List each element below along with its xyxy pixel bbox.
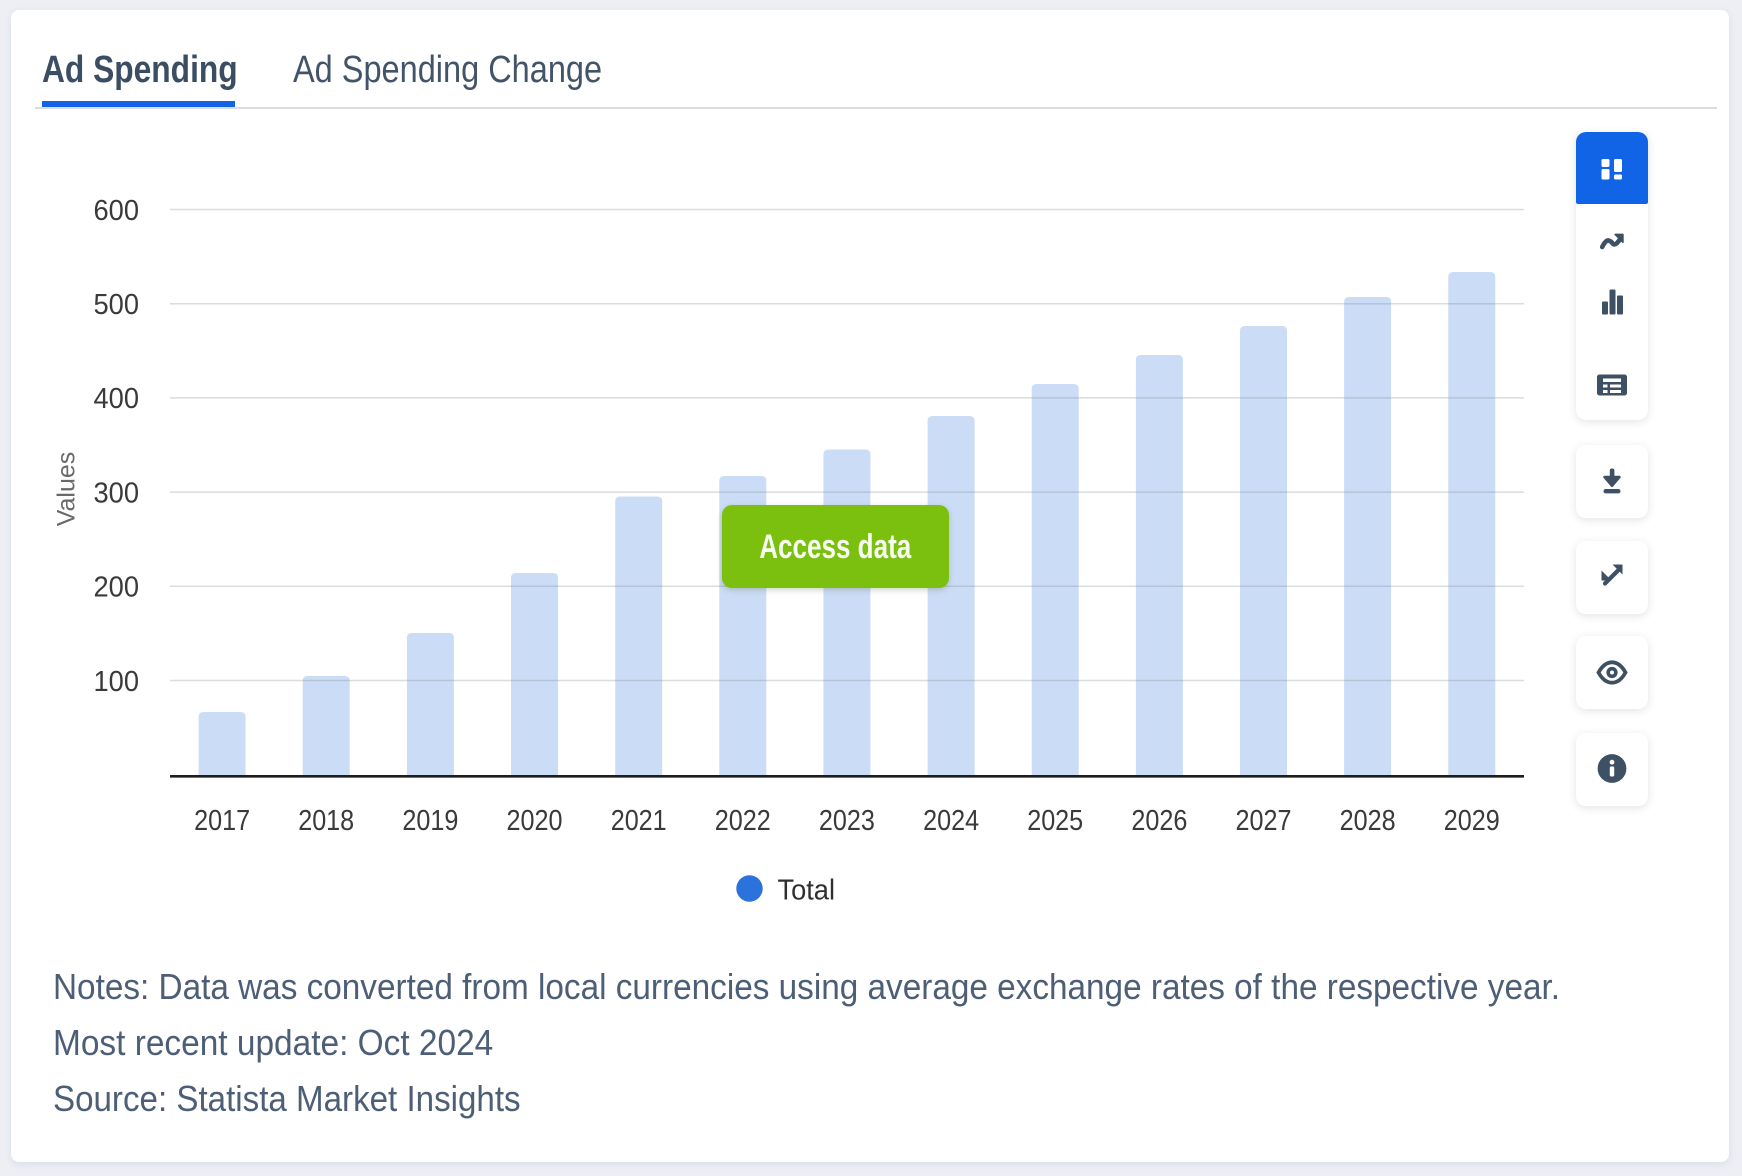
svg-text:100: 100 [94,666,140,698]
svg-text:2018: 2018 [298,805,354,837]
svg-text:2023: 2023 [819,805,875,837]
svg-text:400: 400 [94,383,140,415]
svg-text:Total: Total [778,875,836,907]
svg-text:600: 600 [94,195,140,227]
svg-text:200: 200 [94,572,140,604]
svg-text:2022: 2022 [715,805,771,837]
svg-text:2019: 2019 [402,805,458,837]
svg-text:2024: 2024 [923,805,979,837]
svg-text:300: 300 [94,477,140,509]
svg-text:2027: 2027 [1236,805,1292,837]
svg-text:2028: 2028 [1340,805,1396,837]
svg-text:2026: 2026 [1131,805,1187,837]
svg-text:2029: 2029 [1444,805,1500,837]
svg-text:2020: 2020 [507,805,563,837]
svg-text:Values: Values [53,452,81,527]
svg-text:2021: 2021 [611,805,667,837]
svg-text:500: 500 [94,289,140,321]
svg-text:2025: 2025 [1027,805,1083,837]
svg-text:2017: 2017 [194,805,250,837]
